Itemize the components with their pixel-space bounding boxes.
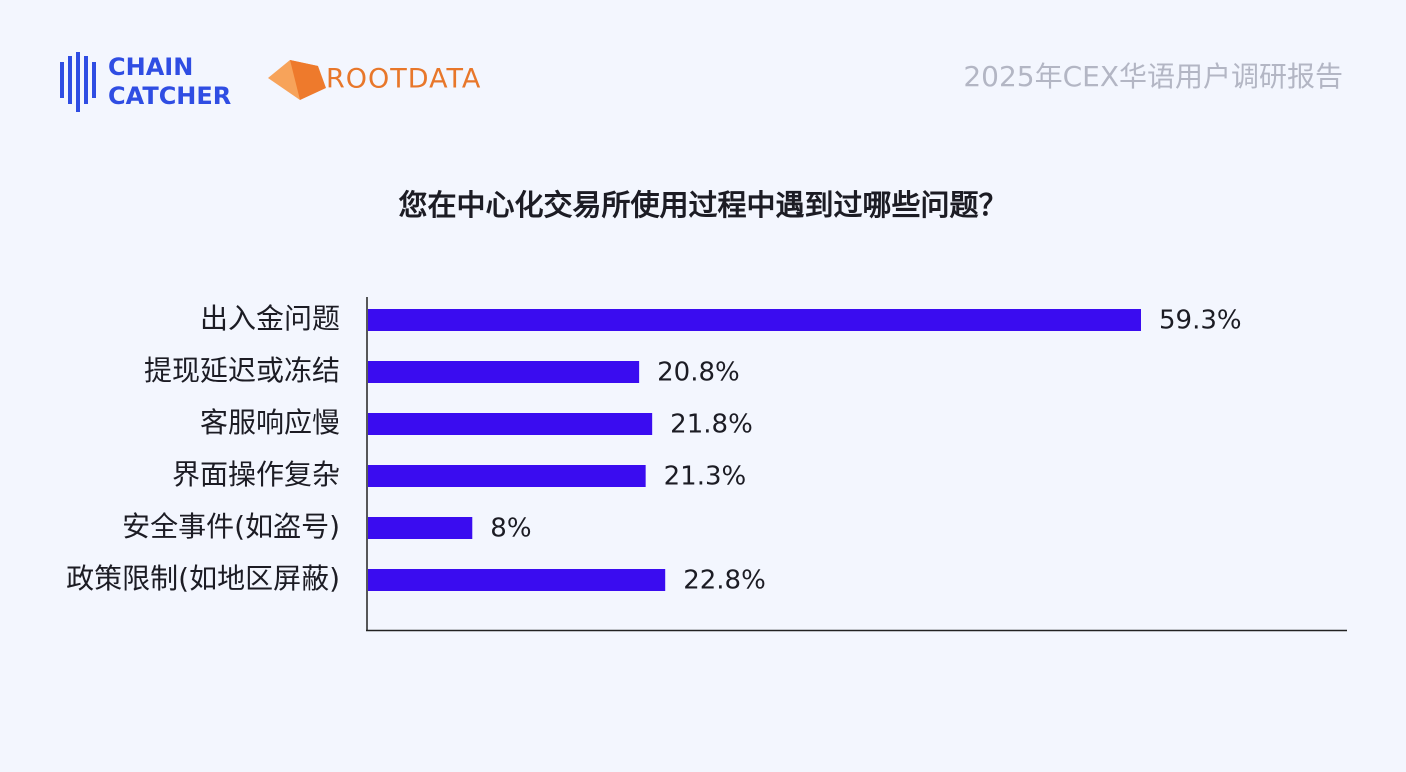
bar	[368, 309, 1141, 331]
bar	[368, 361, 640, 383]
bar	[368, 465, 646, 487]
partner-logo: ROOTDATA	[326, 64, 481, 95]
chart-title: 您在中心化交易所使用过程中遇到过哪些问题？	[398, 188, 1007, 222]
value-label: 21.8%	[670, 410, 753, 440]
report-title: 2025年CEX华语用户调研报告	[963, 60, 1343, 93]
value-label: 59.3%	[1159, 306, 1242, 336]
category-label: 界面操作复杂	[172, 458, 340, 491]
category-label: 提现延迟或冻结	[144, 354, 340, 387]
value-label: 20.8%	[657, 358, 740, 388]
value-label: 21.3%	[664, 462, 747, 492]
logo-text: CHAIN	[108, 53, 193, 81]
category-label: 客服响应慢	[200, 406, 340, 439]
bar	[368, 413, 653, 435]
rootdata-icon	[268, 60, 326, 100]
category-label: 出入金问题	[200, 302, 340, 335]
category-label: 安全事件(如盗号)	[122, 510, 340, 543]
bar	[368, 517, 473, 539]
bar	[368, 569, 666, 591]
chaincatcher-icon	[60, 52, 96, 112]
value-label: 22.8%	[683, 566, 766, 596]
logo-text: CATCHER	[108, 82, 231, 110]
value-label: 8%	[490, 514, 531, 544]
category-label: 政策限制(如地区屏蔽)	[66, 562, 340, 595]
